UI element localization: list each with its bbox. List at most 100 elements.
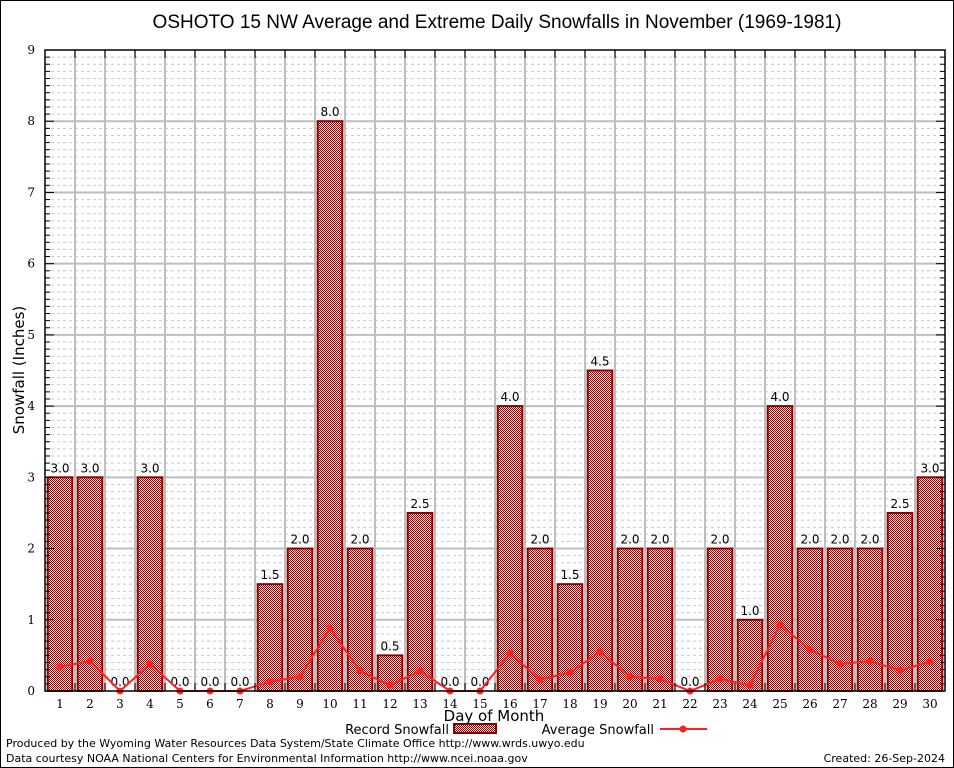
average-point-day-1 (56, 663, 64, 671)
record-bar-day-4 (136, 476, 164, 693)
x-tick-label: 1 (56, 697, 64, 711)
bar-value-label: 2.0 (530, 533, 549, 547)
x-tick-label: 30 (922, 697, 937, 711)
record-bar-day-26 (796, 547, 824, 692)
x-tick-label: 13 (412, 697, 427, 711)
record-bar-day-23 (706, 547, 734, 692)
bar-labels-group: 3.0 3.0 0.0 3.0 0.0 0.0 0.0 1.5 2.0 8.0 2.0 0.5 2.5 0… (50, 105, 939, 689)
y-tick-label: 3 (27, 470, 35, 484)
x-tick-label: 22 (682, 697, 697, 711)
y-tick-label: 1 (27, 613, 35, 627)
x-tick-label: 26 (802, 697, 817, 711)
x-tick-label: 11 (352, 697, 367, 711)
average-point-day-10 (326, 624, 334, 632)
average-point-day-2 (86, 657, 94, 665)
x-tick-label: 27 (832, 697, 847, 711)
x-tick-label: 9 (296, 697, 304, 711)
x-tick-label: 6 (206, 697, 214, 711)
bar-value-label: 2.0 (860, 533, 879, 547)
bar-value-label: 0.0 (440, 675, 459, 689)
record-bar-day-21 (646, 547, 674, 692)
y-axis-label: Snowfall (Inches) (10, 306, 28, 434)
x-tick-label: 10 (322, 697, 337, 711)
y-tick-label: 2 (27, 542, 35, 556)
average-point-day-28 (866, 657, 874, 665)
x-tick-label: 21 (652, 697, 667, 711)
x-tick-label: 16 (502, 697, 517, 711)
x-tick-label: 18 (562, 697, 577, 711)
bars-group (46, 120, 944, 693)
y-tick-label: 7 (27, 185, 35, 199)
x-tick-label: 3 (116, 697, 124, 711)
record-bar-day-24 (736, 618, 764, 692)
average-point-day-9 (296, 673, 304, 681)
chart-title: OSHOTO 15 NW Average and Extreme Daily S… (153, 12, 842, 33)
bar-value-label: 3.0 (920, 461, 939, 475)
x-axis-label: Day of Month (444, 707, 545, 725)
legend-average-marker (679, 725, 687, 733)
average-point-day-16 (506, 649, 514, 657)
record-bar-day-20 (616, 547, 644, 692)
bar-value-label: 4.0 (500, 390, 519, 404)
legend-record-swatch (453, 723, 497, 734)
record-bar-day-28 (856, 547, 884, 692)
x-tick-label: 23 (712, 697, 727, 711)
bar-value-label: 0.0 (230, 675, 249, 689)
bar-value-label: 4.5 (590, 355, 609, 369)
y-tick-label: 0 (27, 684, 35, 698)
bar-value-label: 0.0 (200, 675, 219, 689)
x-tick-label: 8 (266, 697, 274, 711)
bar-value-label: 8.0 (320, 105, 339, 119)
bar-value-label: 2.0 (290, 533, 309, 547)
y-tick-label: 4 (27, 399, 35, 413)
record-bar-day-27 (826, 547, 854, 692)
bar-value-label: 3.0 (80, 461, 99, 475)
bar-value-label: 2.0 (350, 533, 369, 547)
x-tick-label: 29 (892, 697, 907, 711)
y-tick-label: 8 (27, 114, 35, 128)
x-tick-label: 12 (382, 697, 397, 711)
x-tick-label: 20 (622, 697, 637, 711)
x-tick-label: 15 (472, 697, 487, 711)
legend-record-label: Record Snowfall (345, 723, 449, 738)
legend-average-label: Average Snowfall (542, 723, 654, 738)
record-bar-day-10 (316, 120, 344, 692)
average-point-day-13 (416, 667, 424, 675)
bar-value-label: 1.5 (260, 568, 279, 582)
bar-value-label: 1.0 (740, 604, 759, 618)
footer-produced-by: Produced by the Wyoming Water Resources … (6, 737, 585, 750)
bar-value-label: 2.0 (620, 533, 639, 547)
bar-value-label: 0.0 (680, 675, 699, 689)
record-bar-day-1 (46, 476, 74, 693)
average-point-day-30 (926, 658, 934, 666)
average-point-day-4 (146, 660, 154, 668)
y-tick-label: 9 (27, 43, 35, 57)
grid (45, 50, 945, 691)
record-bar-day-25 (766, 405, 794, 692)
average-point-day-21 (656, 675, 664, 683)
footer-created-date: Created: 26-Sep-2024 (824, 752, 945, 765)
y-tick-label: 6 (27, 257, 35, 271)
average-point-day-27 (836, 660, 844, 668)
x-tick-label: 25 (772, 697, 787, 711)
x-tick-labels: 1 2 3 4 5 6 7 8 9 10 11 12 13 14 15 16 17 18 19 20 21 22 23 24 2… (56, 697, 937, 711)
bar-value-label: 2.5 (410, 497, 429, 511)
y-tick-labels: 0 1 2 3 4 5 6 7 8 9 (27, 43, 35, 698)
average-point-day-23 (716, 675, 724, 683)
bar-value-label: 0.5 (380, 639, 399, 653)
average-point-day-25 (776, 621, 784, 629)
y-tick-label: 5 (27, 328, 35, 342)
bar-value-label: 2.0 (830, 533, 849, 547)
bar-value-label: 2.0 (800, 533, 819, 547)
x-tick-label: 17 (532, 697, 547, 711)
x-tick-label: 7 (236, 697, 244, 711)
average-point-day-11 (356, 667, 364, 675)
average-point-day-8 (266, 678, 274, 686)
record-bar-day-30 (916, 476, 944, 693)
average-point-day-17 (536, 676, 544, 684)
x-tick-label: 5 (176, 697, 184, 711)
record-bar-day-8 (256, 583, 284, 693)
x-tick-label: 2 (86, 697, 94, 711)
bar-value-label: 4.0 (770, 390, 789, 404)
